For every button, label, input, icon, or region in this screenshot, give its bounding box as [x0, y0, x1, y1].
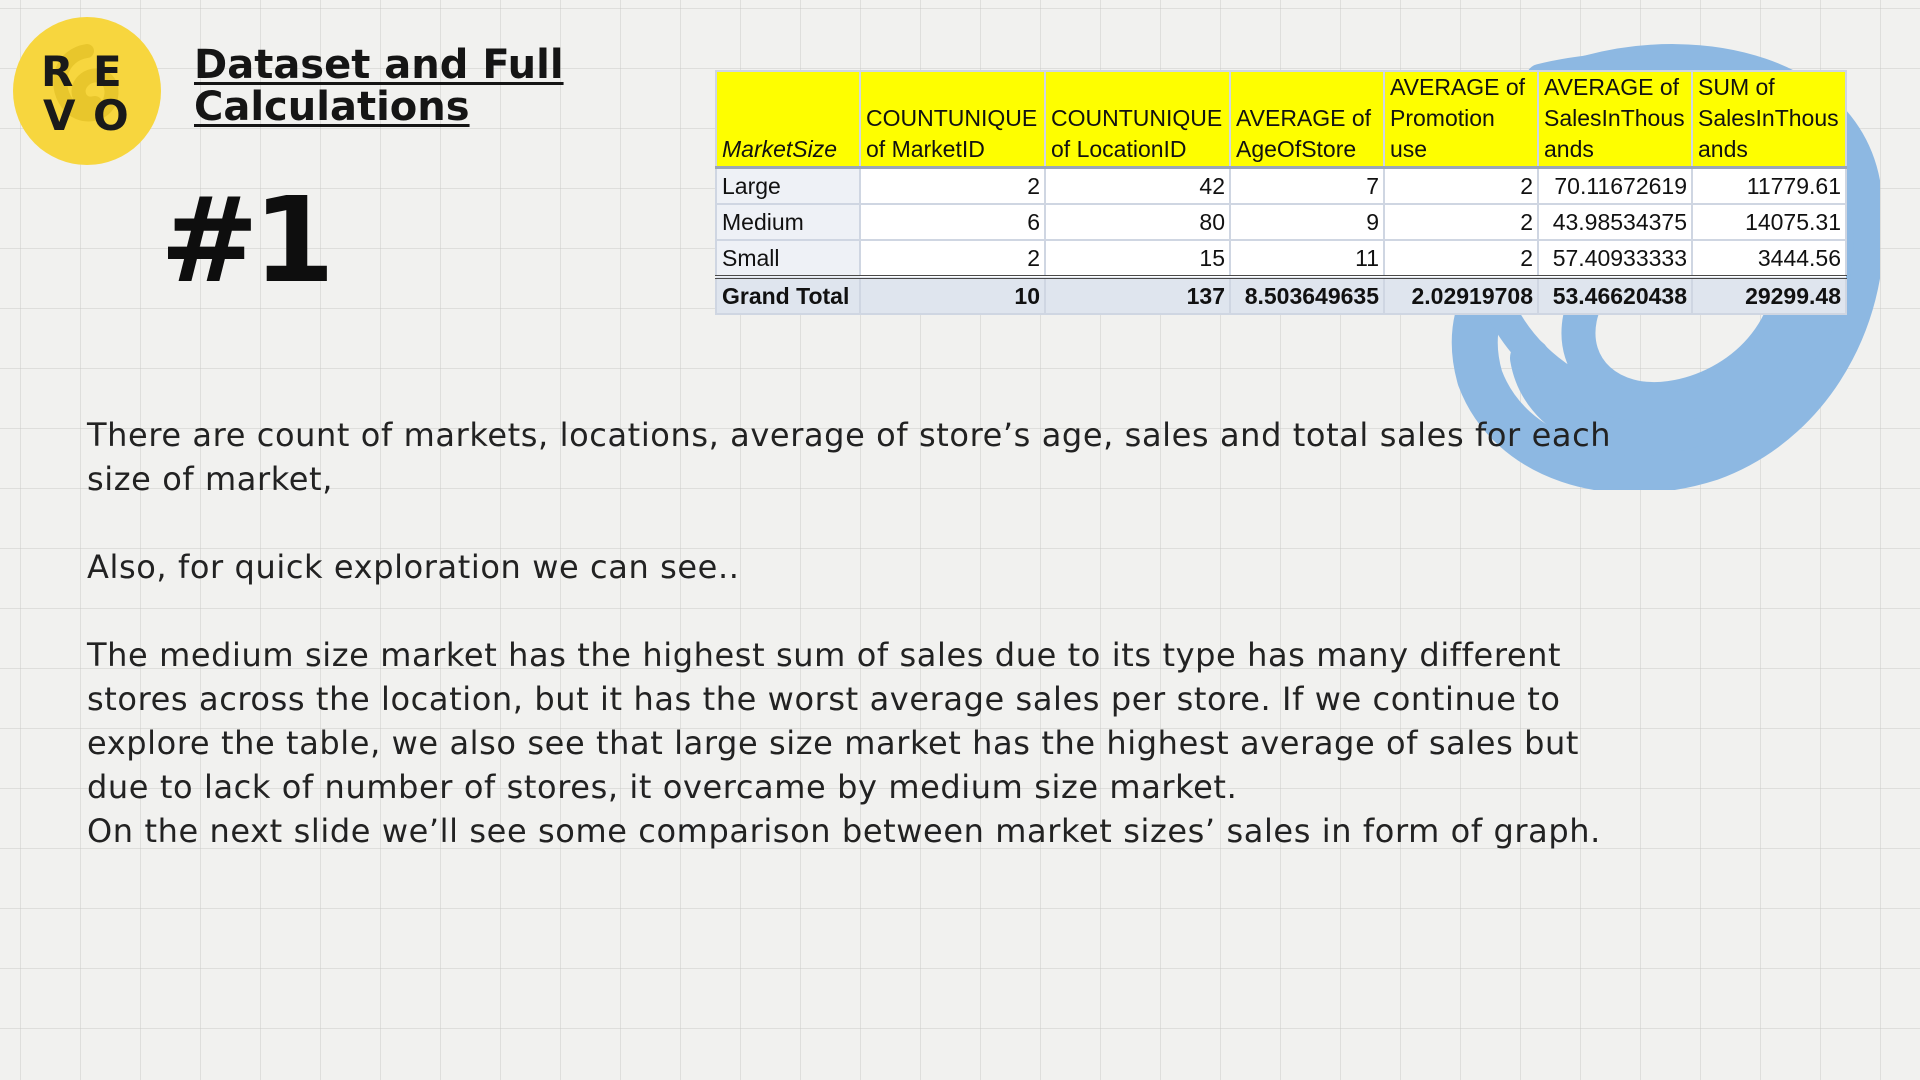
table-cell: 9	[1229, 203, 1385, 241]
pivot-header-row: MarketSize COUNTUNIQUE of MarketID COUNT…	[715, 70, 1847, 169]
row-label-cell: Small	[715, 239, 861, 278]
paragraph-overview: There are count of markets, locations, a…	[87, 416, 1612, 498]
header-count-location-id-text: COUNTUNIQUE of LocationID	[1051, 105, 1223, 162]
table-cell: 8.503649635	[1229, 275, 1385, 315]
table-cell: 6	[859, 203, 1046, 241]
grand-total-label: Grand Total	[715, 275, 861, 315]
table-row: Large 2 42 7 2 70.11672619 11779.61	[715, 166, 1847, 205]
table-cell: 137	[1044, 275, 1231, 315]
table-cell: 11	[1229, 239, 1385, 278]
header-avg-sales: AVERAGE of SalesInThous ands	[1537, 70, 1693, 169]
header-avg-age-of-store-text: AVERAGE of AgeOfStore	[1236, 105, 1372, 162]
logo-letter-o: O	[93, 91, 129, 140]
logo-letter-v: V	[43, 91, 76, 140]
header-market-size: MarketSize	[715, 70, 861, 169]
logo-letter-e: E	[93, 47, 122, 96]
table-cell: 14075.31	[1691, 203, 1847, 241]
table-cell: 2	[859, 239, 1046, 278]
table-cell: 3444.56	[1691, 239, 1847, 278]
revo-logo: R E V O	[13, 17, 161, 165]
table-cell: 57.40933333	[1537, 239, 1693, 278]
grand-total-row: Grand Total 10 137 8.503649635 2.0291970…	[715, 275, 1847, 315]
table-cell: 2	[1383, 166, 1539, 205]
row-label-cell: Large	[715, 166, 861, 205]
table-row: Small 2 15 11 2 57.40933333 3444.56	[715, 239, 1847, 278]
table-row: Medium 6 80 9 2 43.98534375 14075.31	[715, 203, 1847, 241]
logo-letter-r: R	[41, 47, 74, 96]
table-cell: 43.98534375	[1537, 203, 1693, 241]
paragraph-exploration: Also, for quick exploration we can see..	[87, 548, 740, 586]
slide-number: #1	[160, 171, 335, 309]
table-cell: 10	[859, 275, 1046, 315]
table-cell: 7	[1229, 166, 1385, 205]
table-cell: 2	[1383, 239, 1539, 278]
table-cell: 2.02919708	[1383, 275, 1539, 315]
table-cell: 53.46620438	[1537, 275, 1693, 315]
header-count-market-id-text: COUNTUNIQUE of MarketID	[866, 105, 1038, 162]
table-cell: 29299.48	[1691, 275, 1847, 315]
header-count-location-id: COUNTUNIQUE of LocationID	[1044, 70, 1231, 169]
row-label-cell: Medium	[715, 203, 861, 241]
header-avg-promotion-use: AVERAGE of Promotion use	[1383, 70, 1539, 169]
pivot-table: MarketSize COUNTUNIQUE of MarketID COUNT…	[715, 70, 1847, 315]
table-cell: 15	[1044, 239, 1231, 278]
header-sum-sales: SUM of SalesInThous ands	[1691, 70, 1847, 169]
table-cell: 2	[859, 166, 1046, 205]
paragraph-analysis: The medium size market has the highest s…	[87, 636, 1580, 806]
table-cell: 70.11672619	[1537, 166, 1693, 205]
header-count-market-id: COUNTUNIQUE of MarketID	[859, 70, 1046, 169]
header-sum-sales-text: SUM of SalesInThous ands	[1698, 74, 1839, 162]
logo-swirl-icon	[53, 44, 119, 122]
header-avg-promotion-use-text: AVERAGE of Promotion use	[1390, 74, 1526, 162]
slide-title: Dataset and Full Calculations	[194, 42, 564, 130]
table-cell: 80	[1044, 203, 1231, 241]
header-avg-age-of-store: AVERAGE of AgeOfStore	[1229, 70, 1385, 169]
table-cell: 2	[1383, 203, 1539, 241]
paragraph-next-slide: On the next slide we’ll see some compari…	[87, 812, 1601, 850]
table-cell: 42	[1044, 166, 1231, 205]
header-avg-sales-text: AVERAGE of SalesInThous ands	[1544, 74, 1685, 162]
table-cell: 11779.61	[1691, 166, 1847, 205]
slide-body: There are count of markets, locations, a…	[87, 413, 1647, 853]
